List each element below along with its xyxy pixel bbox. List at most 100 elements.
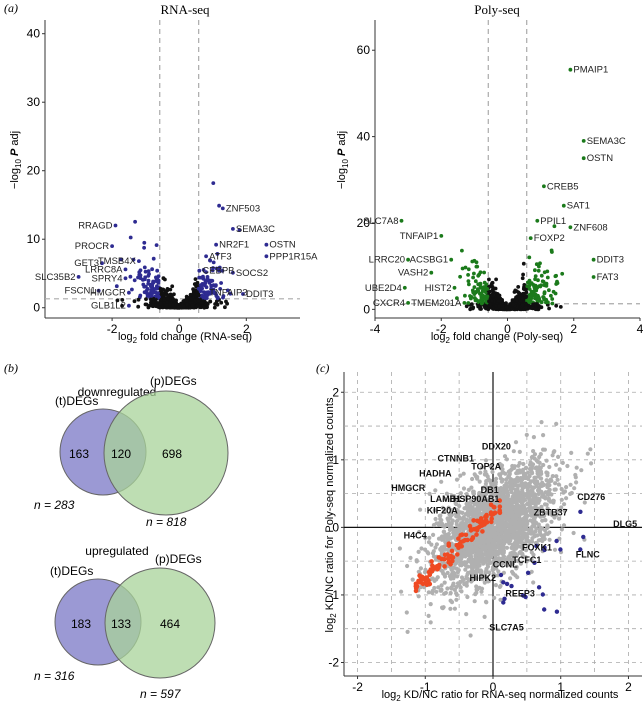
sc-point <box>551 498 556 503</box>
v1-point <box>199 301 204 305</box>
sc-point <box>501 548 506 554</box>
v2-labeled-point <box>568 67 573 72</box>
sc-point-up <box>480 529 485 534</box>
v1-gene-label: LRRC8A <box>85 264 123 275</box>
v2-labeled-point <box>568 225 573 230</box>
v1-point <box>208 299 213 304</box>
venn-down-overlap: 120 <box>111 447 131 461</box>
v2-point <box>490 287 495 292</box>
sc-point <box>479 498 484 503</box>
sc-point <box>508 551 513 556</box>
sc-point-up <box>429 559 434 564</box>
v2-point <box>536 278 540 283</box>
v2-gene-label: SAT1 <box>567 201 590 212</box>
sc-point <box>458 491 463 496</box>
v2-point <box>483 297 488 301</box>
v1-point <box>208 258 213 263</box>
v1-labeled-point <box>137 259 141 263</box>
v1-point <box>128 235 133 240</box>
sc-point-up <box>489 519 494 525</box>
v1-gene-label: HMGCR <box>90 288 126 299</box>
sc-point <box>508 487 514 492</box>
v1-labeled-point <box>126 303 131 308</box>
sc-point <box>562 508 567 513</box>
sc-point <box>492 560 497 565</box>
sc-point <box>468 633 473 638</box>
v1-point <box>151 256 156 261</box>
v1-point <box>212 305 217 310</box>
v1-point <box>143 275 148 280</box>
v1-x-tick-label: -2 <box>107 322 118 336</box>
v1-labeled-point <box>113 223 118 228</box>
sc-point <box>484 472 489 477</box>
sc-point <box>498 597 503 602</box>
sc-point <box>530 512 535 517</box>
sc-point <box>469 542 475 547</box>
sc-point <box>426 613 431 619</box>
sc-point <box>498 486 504 491</box>
sc-point <box>464 574 469 579</box>
sc-point <box>516 524 522 530</box>
sc-point <box>451 574 456 579</box>
sc-point <box>423 535 428 541</box>
venn-up-left-label: (t)DEGs <box>50 564 93 578</box>
v1-point <box>194 284 199 289</box>
sc-point-up <box>467 523 473 529</box>
v1-labeled-point <box>204 254 209 259</box>
v2-point <box>500 304 505 308</box>
sc-point-down <box>540 592 545 597</box>
v1-labeled-point <box>264 242 269 247</box>
sc-point <box>410 577 415 582</box>
sc-point <box>517 518 522 524</box>
sc-point <box>513 519 518 525</box>
sc-point-down <box>525 570 531 575</box>
sc-point <box>512 551 518 556</box>
sc-gene-label: HIPK2 <box>470 573 497 583</box>
sc-point <box>515 488 520 493</box>
v2-point <box>521 261 526 266</box>
sc-point <box>579 468 584 473</box>
sc-point <box>541 533 546 539</box>
sc-point-up <box>427 572 433 577</box>
sc-point <box>543 518 548 523</box>
v1-gene-label: SEMA3C <box>236 224 275 235</box>
sc-point <box>547 537 552 542</box>
sc-point <box>555 508 561 513</box>
rna-volcano-xlabel: log2 fold change (RNA-seq) <box>118 331 252 345</box>
sc-point <box>514 506 519 511</box>
v1-point <box>219 300 224 305</box>
v1-point <box>147 293 152 298</box>
v2-point <box>550 250 554 254</box>
v1-point <box>165 296 170 301</box>
v2-point <box>494 277 498 282</box>
v2-point <box>531 283 536 287</box>
sc-point <box>531 494 536 499</box>
sc-point <box>528 518 533 523</box>
v1-point <box>137 272 142 277</box>
v2-labeled-point <box>449 257 454 262</box>
v2-x-tick-label: -4 <box>370 322 381 336</box>
v1-point <box>210 268 215 273</box>
sc-point <box>417 529 422 535</box>
v2-point <box>520 303 525 308</box>
v2-point <box>553 274 558 279</box>
sc-point <box>520 543 526 549</box>
sc-point <box>490 544 495 549</box>
sc-point <box>474 509 479 514</box>
sc-point <box>462 506 467 511</box>
v1-y-tick-label: 40 <box>27 27 41 41</box>
v2-point <box>533 274 538 278</box>
sc-point <box>448 498 453 503</box>
sc-gene-label: DLG5 <box>613 519 637 529</box>
v2-point <box>479 286 483 290</box>
sc-point <box>545 506 550 511</box>
sc-point <box>512 547 517 552</box>
v1-point <box>211 260 216 265</box>
sc-point <box>451 565 456 570</box>
v2-gene-label: SLC7A8 <box>363 216 398 227</box>
v1-point <box>156 303 160 308</box>
sc-point <box>508 512 513 517</box>
sc-point <box>445 536 450 541</box>
sc-point <box>465 551 470 556</box>
sc-point <box>492 595 497 601</box>
